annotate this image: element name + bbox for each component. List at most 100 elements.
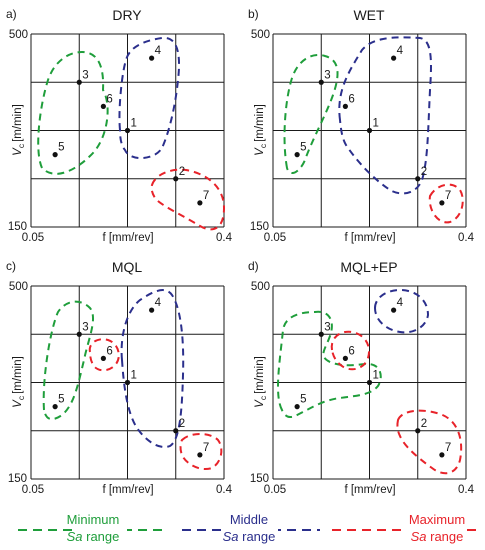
design-point-label-7: 7 [203, 442, 209, 454]
design-point-label-1: 1 [373, 370, 379, 382]
legend-sub-minimum: Sa range [67, 529, 120, 544]
y-axis-min: 150 [250, 473, 269, 485]
design-point-2 [415, 176, 421, 182]
legend-label-maximum: Maximum [409, 512, 465, 527]
design-point-label-2: 2 [421, 418, 427, 430]
design-point-6 [342, 355, 348, 361]
y-axis-max: 500 [9, 29, 28, 41]
design-point-2 [173, 176, 179, 182]
y-axis-label: Vc[m/min] [254, 356, 268, 408]
design-point-4 [149, 55, 155, 61]
design-point-label-5: 5 [58, 394, 64, 406]
minimum-range-region [42, 300, 94, 421]
design-point-label-5: 5 [300, 394, 306, 406]
design-point-label-7: 7 [445, 442, 451, 454]
panel-grid [272, 33, 467, 228]
minimum-range-region [283, 54, 339, 175]
design-point-label-3: 3 [82, 321, 88, 333]
design-point-label-4: 4 [397, 297, 404, 309]
design-point-label-5: 5 [58, 142, 64, 154]
regions [283, 36, 464, 224]
x-axis-max: 0.4 [216, 232, 233, 244]
legend-label-middle: Middle [230, 512, 268, 527]
legend-label-minimum: Minimum [67, 512, 120, 527]
x-axis-min: 0.05 [264, 484, 286, 496]
y-axis-min: 150 [8, 221, 27, 233]
design-point-label-2: 2 [179, 166, 185, 178]
design-point-label-6: 6 [348, 93, 354, 105]
design-point-label-3: 3 [324, 69, 330, 81]
design-point-2 [415, 428, 421, 434]
x-axis-min: 0.05 [22, 484, 44, 496]
x-axis-label: f [mm/rev] [344, 484, 395, 496]
panel-points: 1 2 3 4 5 6 7 [294, 297, 451, 458]
y-axis-label: Vc[m/min] [254, 104, 268, 156]
panel-c: c) MQL 500 150 Vc[m/min] 0.05 0.4 f [mm/… [6, 259, 233, 496]
legend-sub-maximum: Sa range [411, 529, 464, 544]
panel-title: MQL [112, 259, 143, 275]
design-point-1 [124, 379, 131, 386]
panel-points: 1 2 3 4 5 6 7 [52, 297, 209, 458]
design-point-label-3: 3 [82, 69, 88, 81]
design-point-label-1: 1 [131, 370, 137, 382]
panel-title: MQL+EP [340, 259, 397, 275]
design-point-5 [294, 152, 300, 158]
design-point-label-4: 4 [397, 45, 404, 57]
legend-sub-middle: Sa range [223, 529, 276, 544]
design-point-label-7: 7 [445, 190, 451, 202]
panel-points: 1 2 3 4 5 6 7 [294, 45, 451, 206]
regions [42, 289, 223, 470]
maximum-range-region-2 [179, 433, 223, 470]
panel-b: b) WET 500 150 Vc[m/min] 0.05 0.4 f [mm/… [248, 7, 475, 244]
design-point-4 [391, 55, 397, 61]
design-point-label-6: 6 [106, 93, 112, 105]
panel-a: a) DRY 500 150 Vc[m/min] 0.05 0.4 f [mm/… [6, 7, 233, 244]
panel-title: DRY [112, 7, 142, 23]
design-point-1 [124, 127, 131, 134]
design-point-6 [100, 103, 106, 109]
middle-range-region [120, 289, 185, 448]
design-point-label-6: 6 [106, 345, 112, 357]
x-axis-min: 0.05 [264, 232, 286, 244]
design-point-label-2: 2 [179, 418, 185, 430]
design-point-3 [76, 331, 82, 337]
design-point-3 [318, 331, 324, 337]
y-axis-min: 150 [8, 473, 27, 485]
design-point-5 [52, 404, 58, 410]
design-point-label-5: 5 [300, 142, 306, 154]
design-point-label-2: 2 [421, 166, 427, 178]
y-axis-max: 500 [9, 281, 28, 293]
design-point-1 [366, 127, 373, 134]
x-axis-label: f [mm/rev] [102, 232, 153, 244]
panel-d: d) MQL+EP 500 150 Vc[m/min] 0.05 0.4 f [… [248, 259, 475, 496]
panel-title: WET [353, 7, 385, 23]
regions [37, 36, 226, 231]
y-axis-max: 500 [251, 281, 270, 293]
design-point-label-1: 1 [373, 118, 379, 130]
design-point-7 [197, 452, 203, 458]
design-point-6 [100, 355, 106, 361]
x-axis-max: 0.4 [216, 484, 233, 496]
middle-range-region [118, 36, 181, 159]
x-axis-label: f [mm/rev] [102, 484, 153, 496]
maximum-range-region-2 [396, 409, 463, 475]
middle-range-region [338, 36, 432, 195]
x-axis-max: 0.4 [458, 484, 475, 496]
panel-label: c) [6, 259, 16, 273]
panel-label: d) [248, 259, 259, 273]
design-point-7 [439, 452, 445, 458]
legend-item-middle: Middle Sa range [182, 512, 320, 548]
y-axis-label: Vc[m/min] [12, 356, 26, 408]
panel-label: a) [6, 7, 17, 21]
maximum-range-region-1 [88, 338, 120, 372]
legend-item-minimum: Minimum Sa range [18, 512, 168, 548]
panel-points: 1 2 3 4 5 6 7 [52, 45, 209, 206]
x-axis-min: 0.05 [22, 232, 44, 244]
y-axis-label: Vc[m/min] [12, 104, 26, 156]
design-point-3 [318, 79, 324, 85]
x-axis-max: 0.4 [458, 232, 475, 244]
regions [277, 288, 463, 475]
design-point-2 [173, 428, 179, 434]
x-axis-label: f [mm/rev] [344, 232, 395, 244]
